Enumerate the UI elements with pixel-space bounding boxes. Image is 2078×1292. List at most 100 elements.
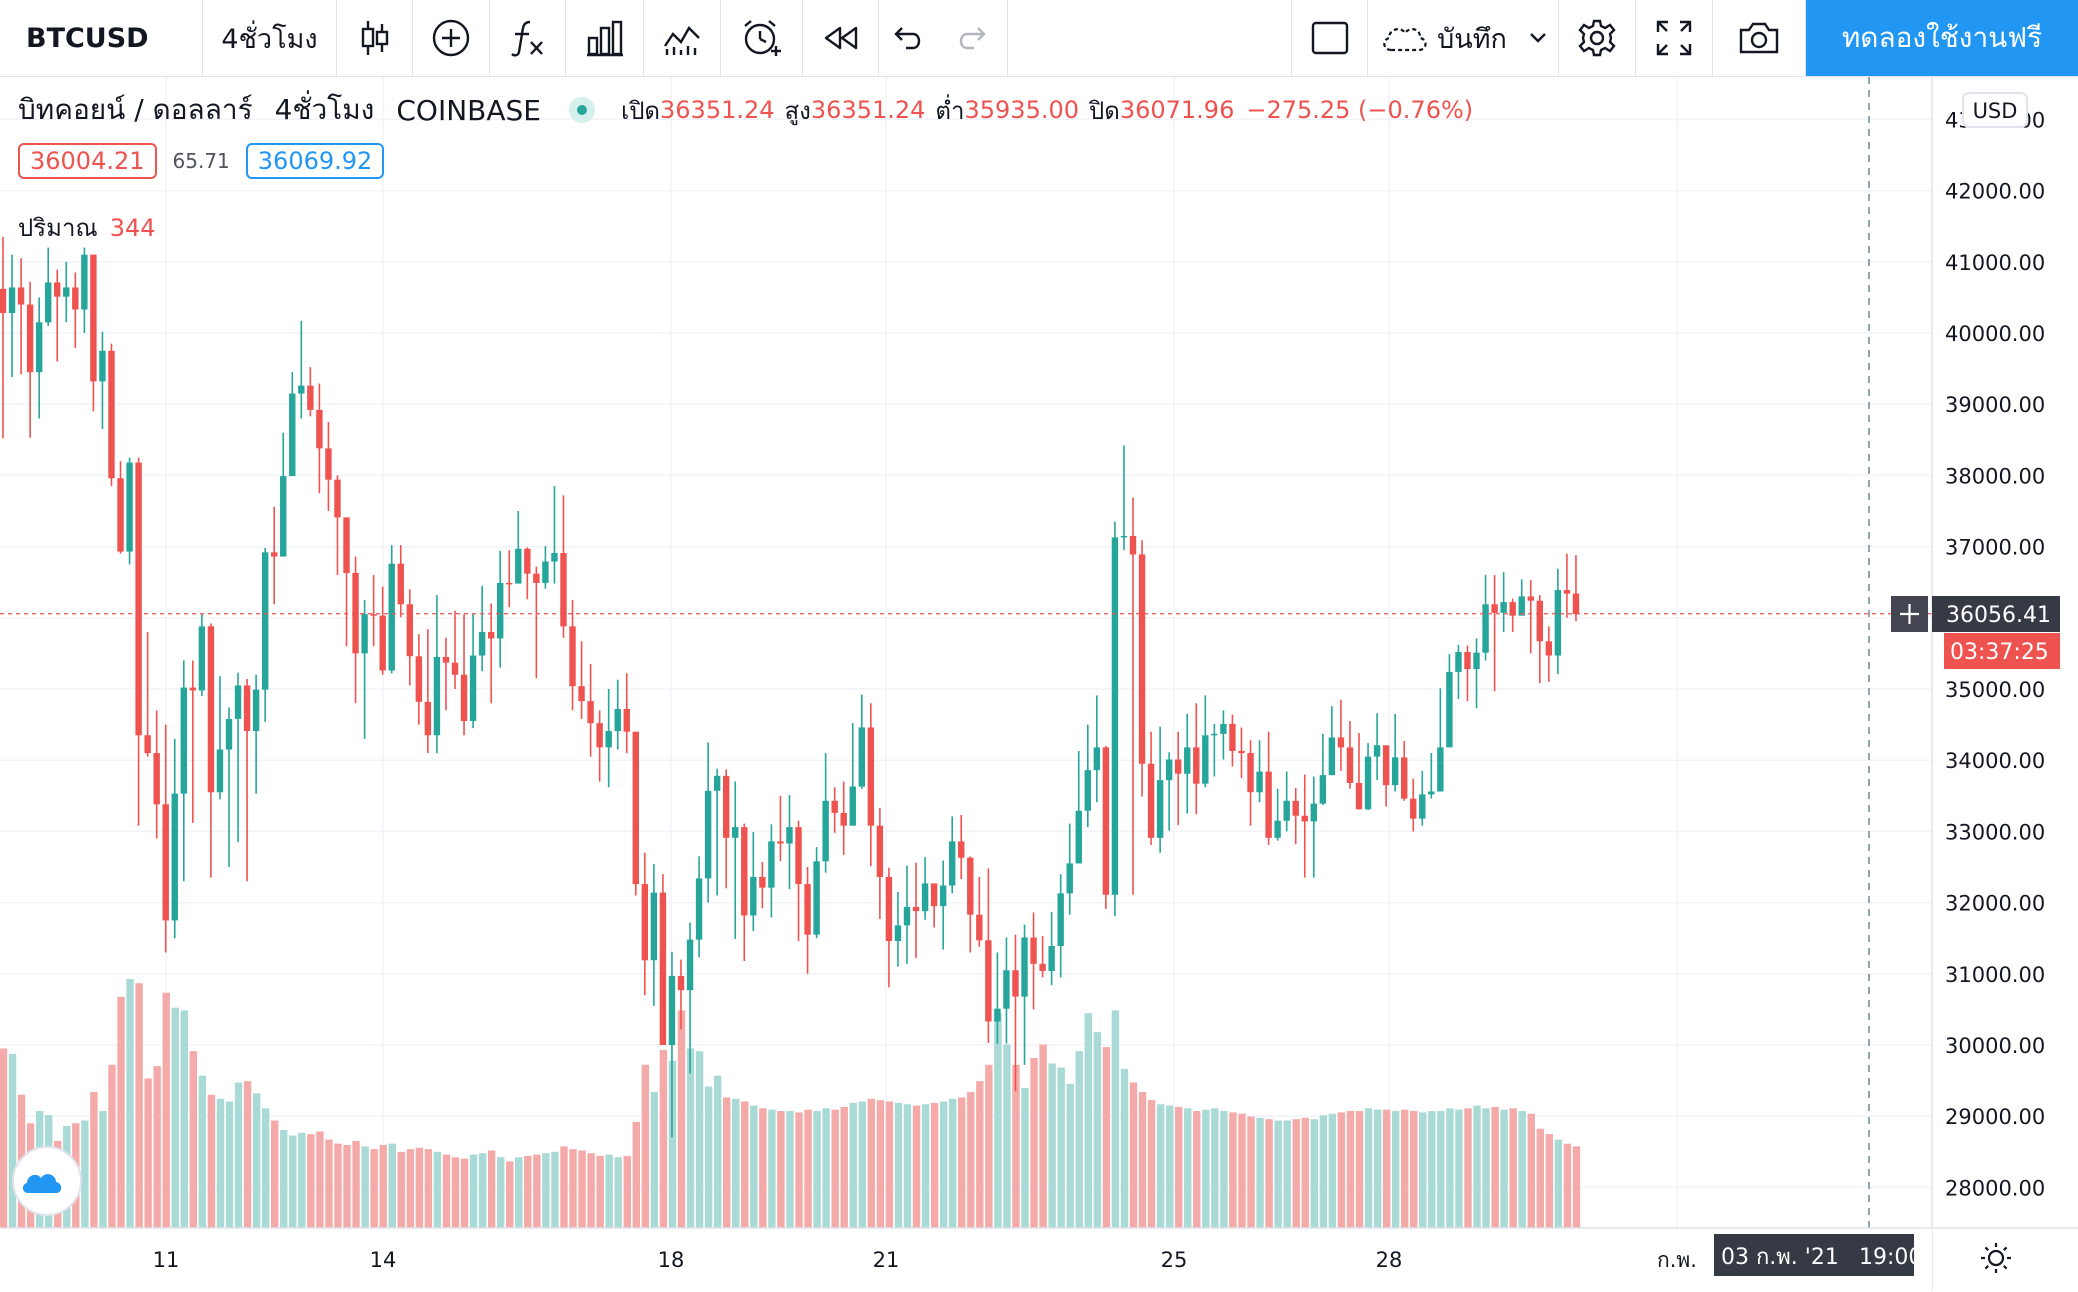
time-tick-label: 28 — [1376, 1248, 1403, 1272]
candle — [379, 586, 386, 675]
candle — [35, 297, 43, 419]
candle — [985, 868, 992, 1043]
auto-scale-button[interactable] — [1981, 1243, 2011, 1273]
sell-price-button[interactable]: 36004.21 — [18, 143, 157, 179]
volume-bar — [1464, 1108, 1472, 1228]
candles — [0, 236, 1580, 1138]
financials-button[interactable] — [566, 0, 644, 76]
volume-bar — [732, 1098, 740, 1228]
layout-button[interactable] — [1291, 0, 1368, 76]
redo-button[interactable] — [937, 0, 1008, 76]
volume-bar — [1346, 1111, 1355, 1228]
candle — [126, 457, 133, 565]
volume-bar — [289, 1135, 297, 1228]
volume-bar — [1075, 1051, 1083, 1228]
volume-bar — [569, 1149, 577, 1228]
volume-bar — [551, 1151, 559, 1228]
candle — [650, 864, 658, 1006]
volume-bar — [777, 1111, 785, 1228]
volume-bar — [804, 1109, 812, 1228]
volume-bar — [1165, 1105, 1174, 1228]
candle — [686, 922, 694, 1074]
volume-bar — [1129, 1082, 1138, 1228]
candle — [17, 258, 25, 375]
volume-bar — [478, 1153, 487, 1228]
candle — [54, 269, 61, 362]
candle — [26, 281, 34, 438]
volume-bar — [587, 1153, 595, 1228]
currency-badge[interactable]: USD — [1962, 92, 2028, 128]
volume-bar — [415, 1147, 424, 1228]
volume-bar — [162, 992, 170, 1228]
volume-bar — [1518, 1111, 1526, 1228]
candle — [1527, 580, 1534, 654]
price-tick-label: 31000.00 — [1945, 963, 2045, 987]
candle — [1202, 695, 1209, 788]
candle — [1003, 937, 1010, 1044]
candle — [497, 550, 504, 668]
buy-price-button[interactable]: 36069.92 — [245, 143, 385, 179]
volume-bar — [524, 1155, 532, 1228]
crosshair-date: 03 ก.พ. '21 — [1721, 1245, 1839, 1270]
symbol-search-button[interactable]: BTCUSD — [0, 0, 203, 76]
volume-bar — [397, 1151, 405, 1228]
save-button[interactable]: บันทึก — [1368, 0, 1559, 76]
candle — [171, 738, 178, 939]
undo-button[interactable] — [879, 0, 937, 76]
volume-bar — [605, 1154, 613, 1228]
templates-button[interactable] — [644, 0, 721, 76]
candle — [804, 867, 811, 974]
symbol-name: BTCUSD — [26, 22, 149, 54]
volume-bar — [614, 1157, 622, 1228]
candle — [1156, 726, 1164, 853]
candle — [912, 862, 920, 959]
price-tick-label: 34000.00 — [1945, 749, 2045, 773]
volume-bar — [1147, 1100, 1156, 1228]
market-status-icon[interactable] — [568, 97, 595, 123]
volume-bar — [1120, 1068, 1129, 1228]
candle — [1355, 733, 1363, 810]
redo-icon — [959, 27, 986, 50]
volume-bar — [1030, 1058, 1038, 1228]
volume-bar — [1111, 1010, 1120, 1228]
candle — [1093, 695, 1101, 803]
candle — [1283, 771, 1290, 832]
current-price-label: 36056.41 — [1932, 596, 2060, 632]
top-toolbar: BTCUSD 4ชั่วโมง บันทึก — [0, 0, 2078, 77]
crosshair-plus-button[interactable] — [1891, 596, 1928, 632]
countdown-label: 03:37:25 — [1944, 633, 2060, 669]
price-tick-label: 30000.00 — [1945, 1034, 2045, 1058]
volume-bar — [939, 1101, 948, 1228]
snapshot-button[interactable] — [1713, 0, 1806, 76]
spread-value: 65.71 — [172, 149, 230, 173]
tradingview-logo[interactable] — [12, 1146, 82, 1216]
volume-bar — [1527, 1113, 1535, 1228]
candle — [243, 679, 251, 882]
alert-button[interactable] — [721, 0, 803, 76]
candle — [307, 367, 314, 417]
indicators-button[interactable] — [490, 0, 566, 76]
replay-button[interactable] — [803, 0, 879, 76]
free-trial-button[interactable]: ทดลองใช้งานฟรี — [1806, 0, 2078, 76]
volume-bar — [994, 1013, 1002, 1228]
candle — [198, 614, 206, 697]
candle — [1265, 731, 1272, 845]
chart-type-button[interactable] — [337, 0, 413, 76]
candle — [704, 742, 712, 903]
time-axis[interactable] — [0, 1228, 1932, 1292]
volume-bar — [352, 1140, 360, 1228]
compare-button[interactable] — [413, 0, 490, 76]
settings-button[interactable] — [1559, 0, 1636, 76]
price-tick-label: 28000.00 — [1945, 1176, 2045, 1200]
candle — [1057, 874, 1064, 978]
candle — [1220, 710, 1227, 760]
current-price-value: 36056.41 — [1946, 603, 2051, 628]
fullscreen-button[interactable] — [1636, 0, 1713, 76]
change-value: −275.25 (−0.76%) — [1246, 96, 1474, 124]
interval-button[interactable]: 4ชั่วโมง — [203, 0, 337, 76]
price-chart[interactable]: 28000.00 29000.00 30000.00 31000.00 32000.00… — [0, 77, 2078, 1292]
volume-bar — [343, 1145, 351, 1228]
candle — [1554, 568, 1562, 675]
volume-bar — [1229, 1112, 1237, 1228]
volume-bar — [768, 1109, 776, 1228]
